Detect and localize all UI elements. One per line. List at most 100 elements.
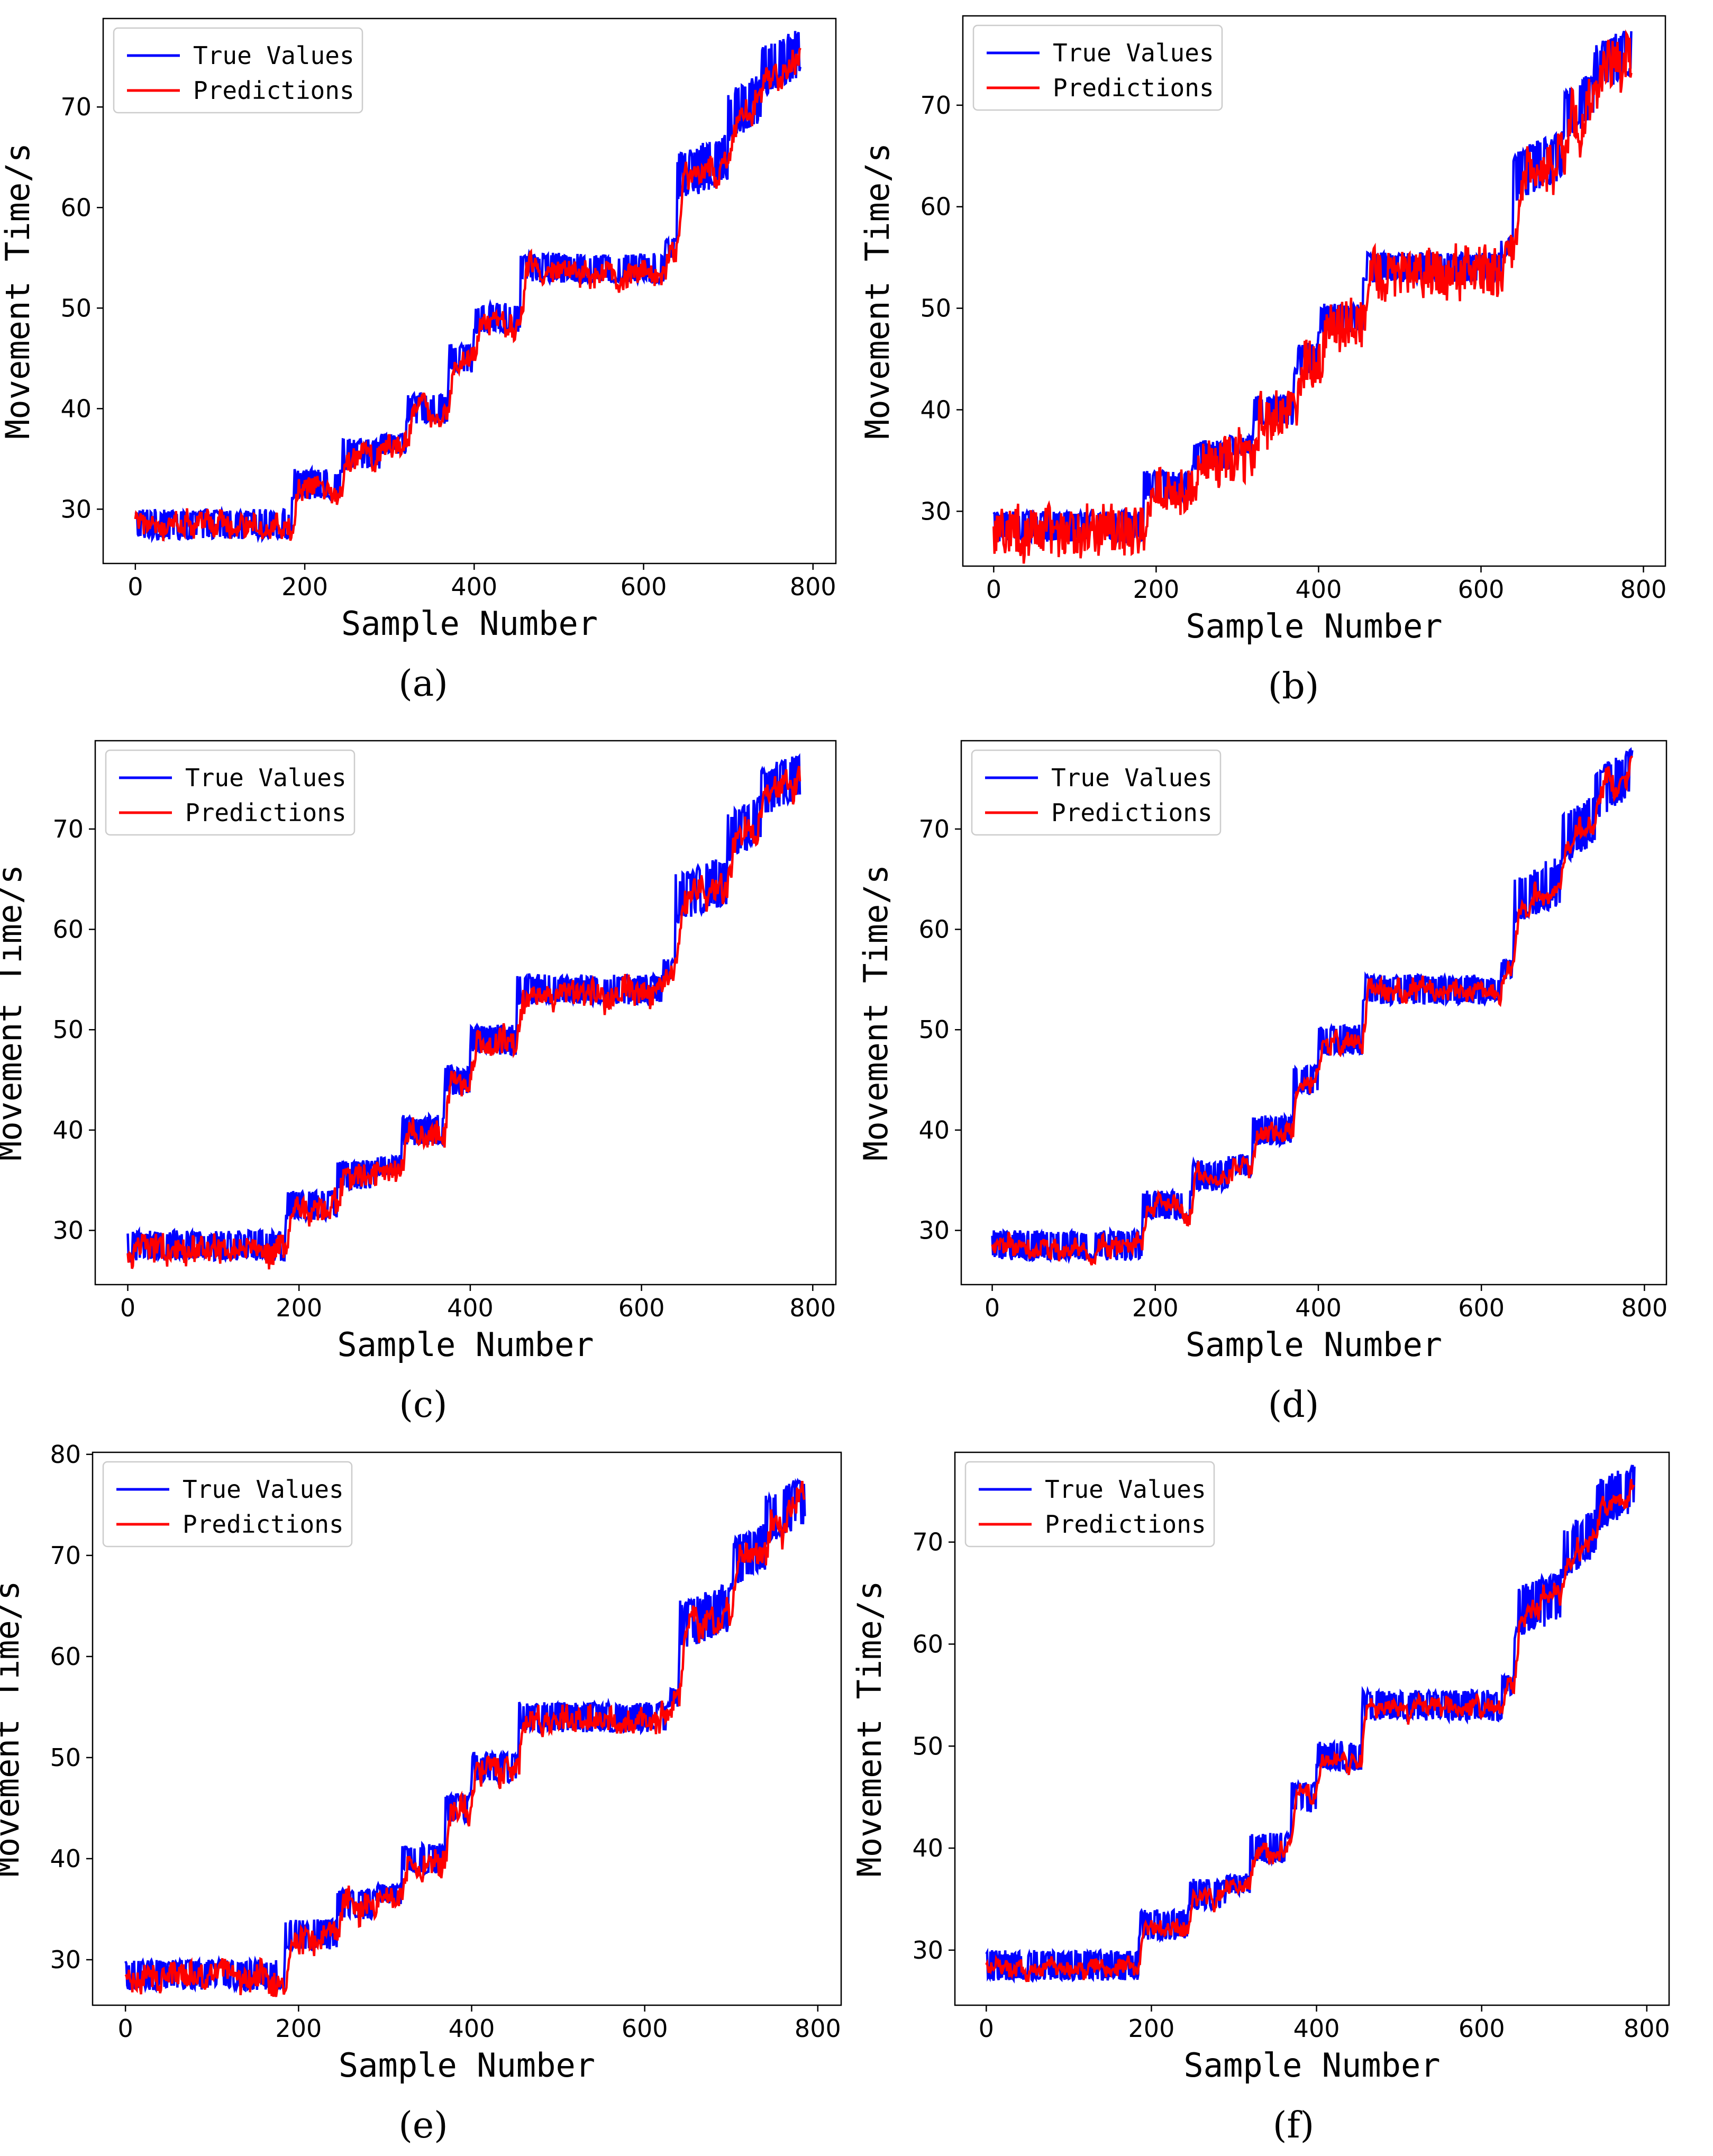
panel-caption: (c) xyxy=(399,1384,447,1426)
chart-panel-b: 0 200 400 600 800 30 40 50 60 70 Sample Number Move… xyxy=(858,15,1667,707)
x-axis-label: Sample Number xyxy=(339,2046,595,2085)
y-tick-label: 30 xyxy=(918,1216,950,1245)
y-axis-label: Movement Time/s xyxy=(0,865,29,1161)
y-tick-label: 50 xyxy=(912,1732,943,1760)
legend-predictions-label: Predictions xyxy=(185,798,347,827)
x-tick-label: 200 xyxy=(1133,575,1179,604)
y-tick-label: 70 xyxy=(912,1528,943,1557)
legend-true-values-label: True Values xyxy=(185,763,347,792)
y-tick-label: 30 xyxy=(52,1216,84,1245)
legend-predictions-label: Predictions xyxy=(1045,1510,1206,1539)
plot-frame xyxy=(962,15,1666,567)
x-axis-label: Sample Number xyxy=(1186,607,1442,645)
series-predictions-line xyxy=(985,1479,1635,1982)
x-tick-label: 0 xyxy=(118,2014,133,2043)
x-tick-label: 800 xyxy=(1624,2014,1670,2043)
y-tick-label: 60 xyxy=(60,193,92,222)
x-tick-label: 400 xyxy=(451,572,497,601)
y-tick-label: 50 xyxy=(50,1743,81,1772)
series-predictions-line xyxy=(991,755,1634,1266)
y-tick-label: 30 xyxy=(920,497,951,525)
x-tick-label: 0 xyxy=(985,1294,1000,1322)
y-tick-label: 80 xyxy=(50,1440,81,1469)
y-tick-label: 50 xyxy=(918,1015,950,1044)
plot-frame xyxy=(960,740,1668,1286)
y-tick-label: 70 xyxy=(920,91,951,120)
series-predictions-line xyxy=(134,47,801,541)
y-tick-label: 70 xyxy=(60,93,92,121)
series-true-values-line xyxy=(985,1464,1636,1984)
y-tick-label: 30 xyxy=(50,1945,81,1974)
x-axis-label: Sample Number xyxy=(337,1325,594,1364)
legend-true-values-label: True Values xyxy=(1053,39,1214,67)
x-tick-label: 200 xyxy=(1132,1294,1179,1322)
y-tick-label: 60 xyxy=(50,1642,81,1671)
x-tick-label: 800 xyxy=(789,1294,836,1322)
legend-predictions-label: Predictions xyxy=(193,76,354,105)
x-tick-label: 600 xyxy=(1458,575,1505,604)
x-axis-label: Sample Number xyxy=(1186,1325,1442,1364)
y-tick-label: 30 xyxy=(912,1936,943,1964)
legend-true-values-label: True Values xyxy=(183,1475,344,1504)
y-tick-label: 40 xyxy=(912,1834,943,1862)
legend-true-values-label: True Values xyxy=(1051,763,1213,792)
x-tick-label: 800 xyxy=(1621,1294,1668,1322)
legend-predictions-label: Predictions xyxy=(183,1510,344,1539)
x-tick-label: 600 xyxy=(1459,2014,1505,2043)
series-true-values-line xyxy=(124,1478,806,1994)
x-tick-label: 800 xyxy=(1620,575,1667,604)
y-tick-label: 40 xyxy=(52,1116,84,1144)
series-predictions-line xyxy=(124,1480,806,1997)
y-tick-label: 40 xyxy=(918,1116,950,1144)
legend-predictions-label: Predictions xyxy=(1053,74,1214,102)
series-predictions-line xyxy=(126,766,801,1270)
x-tick-label: 600 xyxy=(622,2014,668,2043)
series-predictions-line xyxy=(992,29,1633,564)
y-axis-label: Movement Time/s xyxy=(856,865,895,1161)
y-tick-label: 60 xyxy=(52,915,84,944)
y-tick-label: 70 xyxy=(50,1541,81,1570)
legend-predictions-label: Predictions xyxy=(1051,798,1213,827)
plot-frame xyxy=(954,1451,1670,2006)
y-axis-label: Movement Time/s xyxy=(0,143,37,439)
x-tick-label: 400 xyxy=(447,1294,494,1322)
x-tick-label: 0 xyxy=(986,575,1001,604)
panel-caption: (b) xyxy=(1268,666,1319,707)
y-tick-label: 40 xyxy=(50,1844,81,1873)
chart-panel-e: 0 200 400 600 800 30 40 50 60 70 80 Sample Number Mo… xyxy=(0,1440,842,2146)
chart-panel-d: 0 200 400 600 800 30 40 50 60 70 Sample Number Move… xyxy=(856,740,1668,1426)
x-tick-label: 600 xyxy=(621,572,667,601)
series-true-values-line xyxy=(992,31,1633,545)
panel-caption: (f) xyxy=(1273,2105,1314,2146)
panel-caption: (a) xyxy=(398,663,448,705)
y-axis-label: Movement Time/s xyxy=(850,1581,889,1877)
y-tick-label: 50 xyxy=(60,294,92,322)
x-axis-label: Sample Number xyxy=(341,604,598,643)
x-tick-label: 200 xyxy=(276,1294,322,1322)
legend-true-values-label: True Values xyxy=(1045,1475,1206,1504)
y-tick-label: 50 xyxy=(920,294,951,323)
chart-panel-c: 0 200 400 600 800 30 40 50 60 70 Sample Number Move… xyxy=(0,740,837,1426)
y-tick-label: 60 xyxy=(912,1630,943,1658)
panel-caption: (e) xyxy=(398,2105,448,2146)
x-tick-label: 600 xyxy=(1458,1294,1505,1322)
x-tick-label: 400 xyxy=(1295,1294,1342,1322)
y-tick-label: 70 xyxy=(52,815,84,843)
y-tick-label: 30 xyxy=(60,495,92,523)
y-tick-label: 60 xyxy=(920,193,951,221)
y-tick-label: 40 xyxy=(60,394,92,423)
chart-panel-a: 0 200 400 600 800 30 40 50 60 70 Sample Number Move… xyxy=(0,17,837,705)
panel-caption: (d) xyxy=(1268,1384,1319,1426)
y-axis-label: Movement Time/s xyxy=(0,1581,26,1877)
x-tick-label: 400 xyxy=(1293,2014,1340,2043)
x-tick-label: 0 xyxy=(127,572,143,601)
y-tick-label: 50 xyxy=(52,1015,84,1044)
x-tick-label: 200 xyxy=(281,572,328,601)
x-tick-label: 800 xyxy=(795,2014,841,2043)
plot-frame xyxy=(92,1451,842,2006)
x-axis-label: Sample Number xyxy=(1183,2046,1440,2085)
x-tick-label: 800 xyxy=(790,572,836,601)
y-tick-label: 60 xyxy=(918,915,950,944)
x-tick-label: 400 xyxy=(1296,575,1342,604)
